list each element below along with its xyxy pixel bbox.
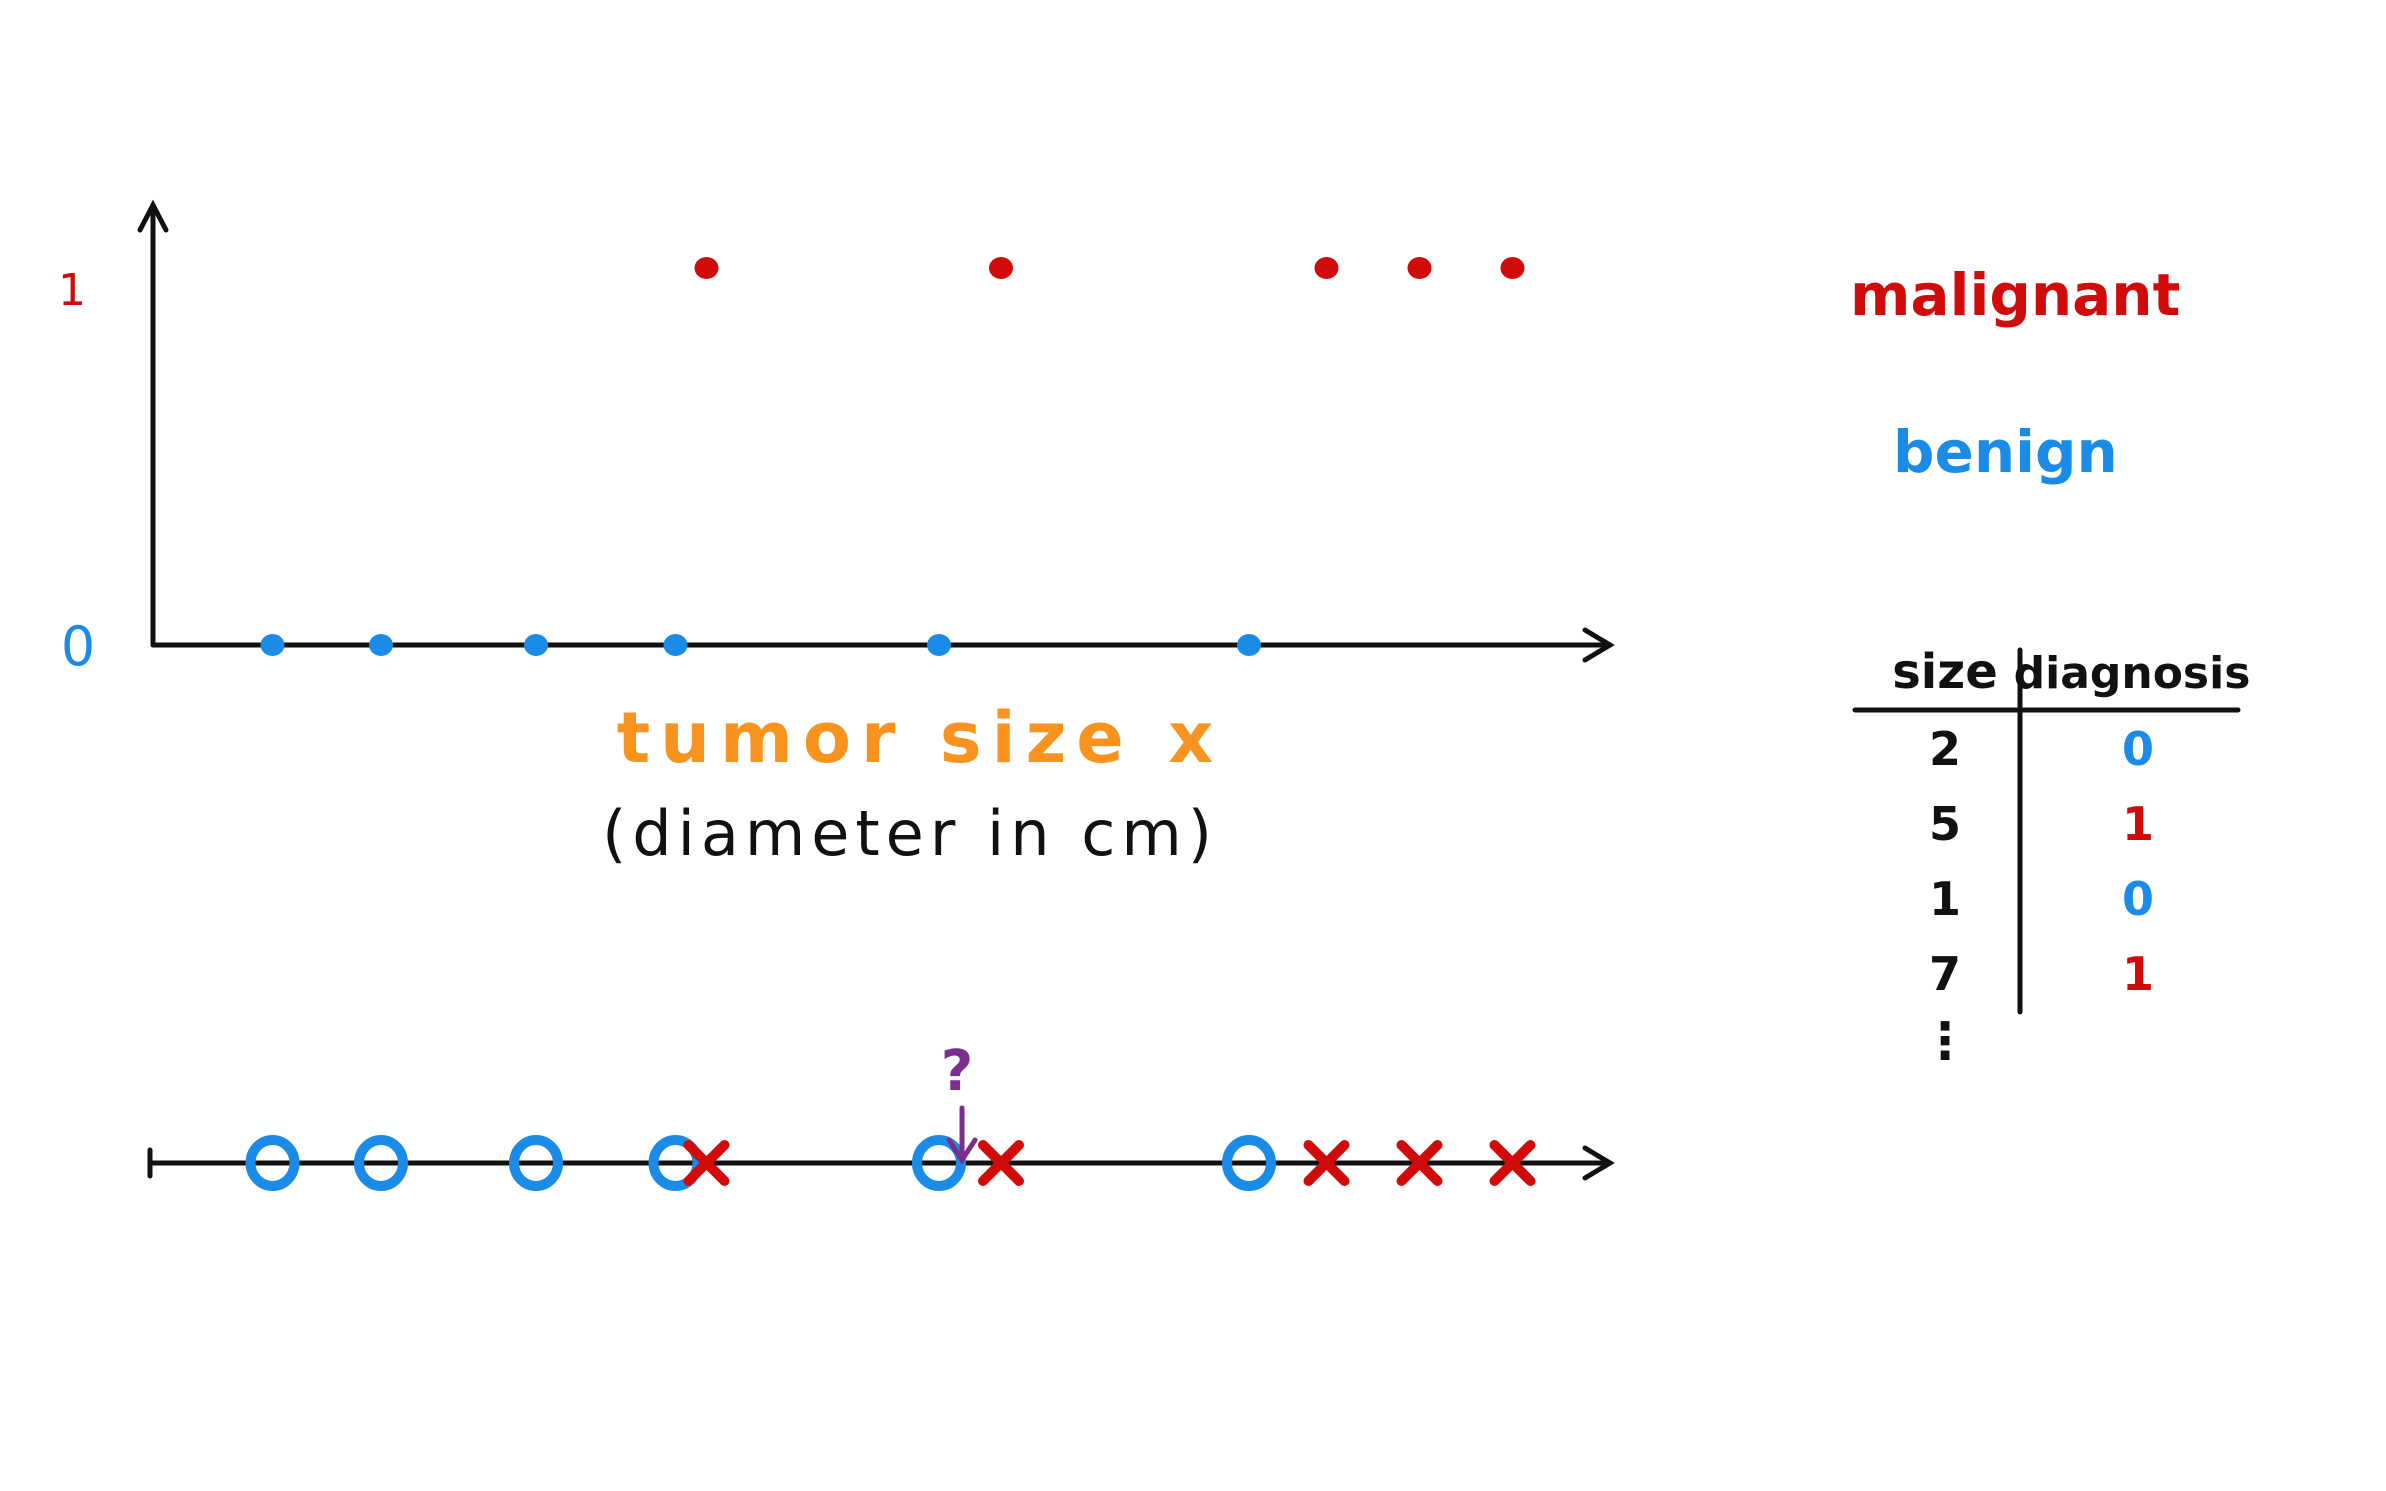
bottom-axis-arrowhead — [1582, 1145, 1615, 1181]
legend-malignant: malignant — [1850, 261, 2180, 329]
benign-point — [260, 634, 285, 656]
benign-point — [663, 634, 688, 656]
benign-o-marker — [245, 1135, 300, 1191]
y-tick-1: 1 — [58, 265, 86, 316]
bottom-plot — [147, 1145, 1615, 1181]
table-header-size: size — [1892, 644, 1998, 700]
benign-o-marker — [509, 1135, 563, 1191]
table-header-diagnosis: diagnosis — [2014, 648, 2251, 699]
query-label: ? — [941, 1039, 973, 1104]
top-plot — [137, 199, 1615, 663]
table-cell-diagnosis: 1 — [2122, 947, 2154, 1001]
malignant-point — [1500, 257, 1525, 279]
table-cell-diagnosis: 1 — [2122, 797, 2154, 851]
benign-point — [524, 634, 548, 656]
benign-point — [927, 634, 951, 656]
malignant-point — [1407, 257, 1432, 279]
y-tick-0: 0 — [61, 615, 95, 678]
malignant-x-marker — [1489, 1140, 1536, 1186]
data-table: size diagnosis 2 0 5 1 1 0 7 1 ⋮ — [1852, 644, 2251, 1070]
malignant-point — [989, 257, 1013, 279]
malignant-point — [1314, 257, 1339, 279]
x-axis-subtitle: (diameter in cm) — [602, 797, 1218, 870]
top-x-arrowhead — [1582, 627, 1615, 663]
benign-o-marker — [648, 1135, 703, 1191]
table-cell-diagnosis: 0 — [2122, 872, 2154, 926]
top-points — [260, 257, 1525, 656]
malignant-x-marker — [683, 1140, 730, 1186]
benign-point — [1237, 634, 1261, 656]
table-more-rows: ⋮ — [1920, 1012, 1970, 1070]
table-cell-size: 5 — [1929, 797, 1961, 851]
top-y-arrowhead — [137, 199, 169, 233]
benign-o-marker — [354, 1135, 408, 1191]
legend-benign: benign — [1893, 418, 2118, 486]
malignant-x-marker — [978, 1140, 1024, 1186]
table-cell-diagnosis: 0 — [2122, 722, 2154, 776]
benign-o-marker — [1222, 1135, 1276, 1191]
table-cell-size: 2 — [1929, 722, 1961, 776]
bottom-points — [245, 1135, 1536, 1191]
x-axis-title: tumor size x — [617, 697, 1224, 779]
query-arrow-icon — [946, 1105, 978, 1165]
malignant-point — [694, 257, 719, 279]
benign-point — [369, 634, 393, 656]
table-cell-size: 7 — [1929, 947, 1961, 1001]
table-cell-size: 1 — [1929, 872, 1961, 926]
malignant-x-marker — [1303, 1140, 1350, 1186]
table-rows: 2 0 5 1 1 0 7 1 — [1929, 722, 2154, 1001]
malignant-x-marker — [1396, 1140, 1443, 1186]
